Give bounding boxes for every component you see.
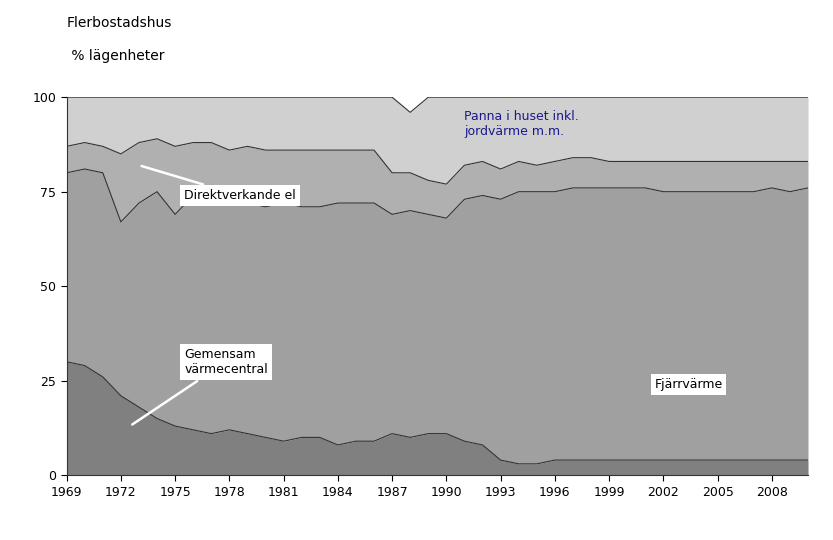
Text: Flerbostadshus: Flerbostadshus xyxy=(67,16,172,30)
Text: Direktverkande el: Direktverkande el xyxy=(142,166,296,202)
Text: Gemensam
värmecentral: Gemensam värmecentral xyxy=(132,348,268,424)
Text: Panna i huset inkl.
jordvärme m.m.: Panna i huset inkl. jordvärme m.m. xyxy=(465,110,579,138)
Text: Fjärrvärme: Fjärrvärme xyxy=(654,378,722,391)
Text: % lägenheter: % lägenheter xyxy=(67,49,164,63)
